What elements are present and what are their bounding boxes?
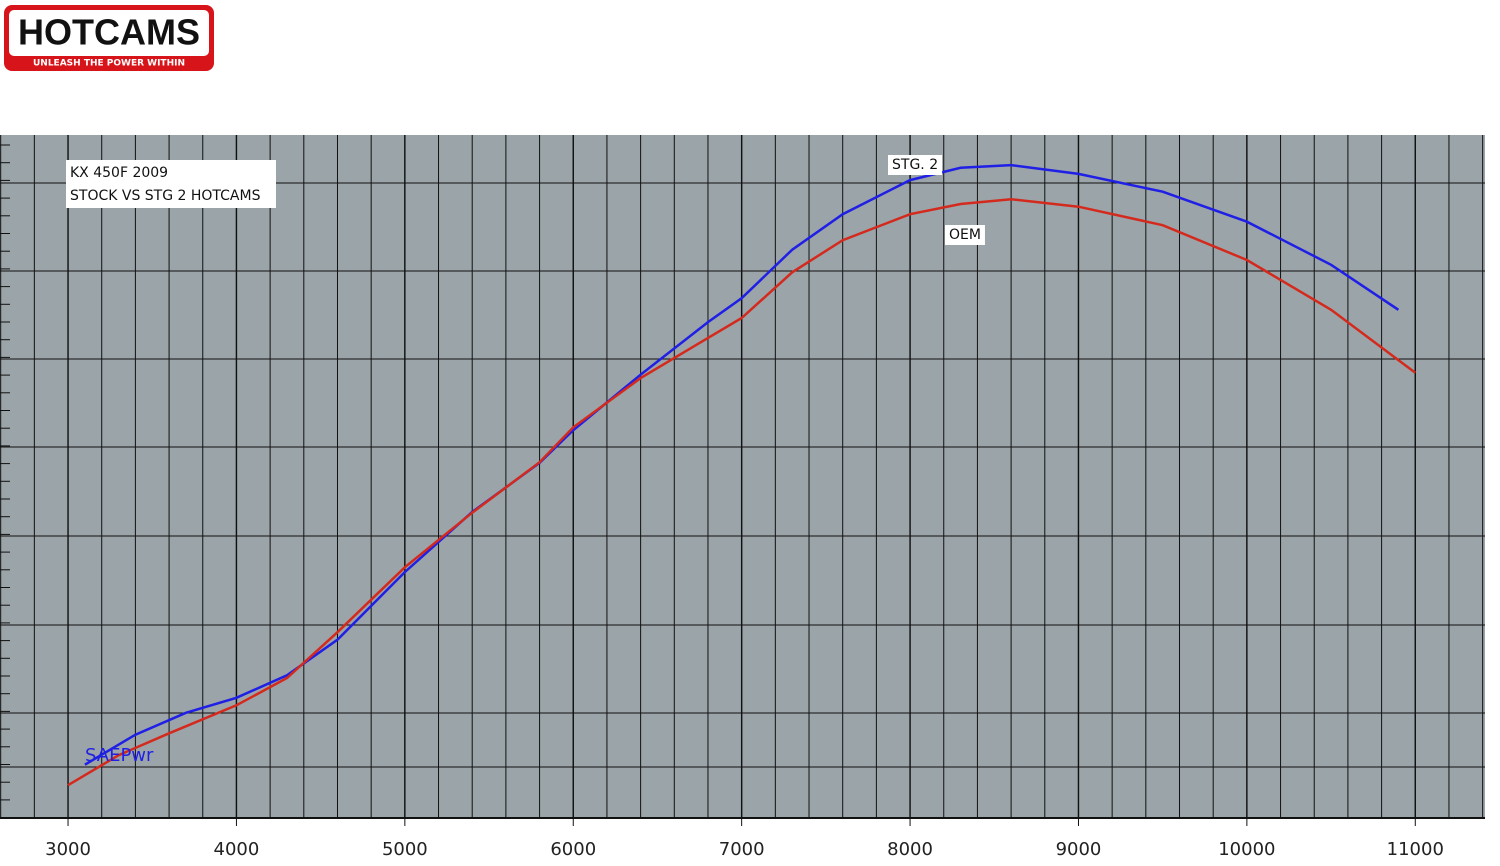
series-line bbox=[67, 197, 1417, 787]
logo-name: HOTCAMS bbox=[18, 12, 200, 53]
x-tick-label: 3000 bbox=[45, 839, 91, 860]
chart-title: KX 450F 2009 bbox=[70, 165, 168, 181]
chart-subtitle: STOCK VS STG 2 HOTCAMS bbox=[70, 188, 261, 204]
series-label: STG. 2 bbox=[892, 157, 938, 173]
series-line bbox=[84, 163, 1400, 766]
logo-panel bbox=[9, 10, 209, 56]
plot-area bbox=[0, 135, 1485, 818]
series-label-box bbox=[945, 225, 985, 245]
x-tick-label: 5000 bbox=[382, 839, 428, 860]
x-tick-label: 4000 bbox=[214, 839, 260, 860]
annotation: SAEPwr bbox=[85, 745, 154, 766]
x-tick-label: 6000 bbox=[550, 839, 596, 860]
series-label-box bbox=[888, 155, 943, 175]
series-label: OEM bbox=[949, 227, 981, 243]
x-tick-label: 7000 bbox=[719, 839, 765, 860]
x-tick-label: 11000 bbox=[1387, 839, 1444, 860]
title-box bbox=[66, 160, 276, 208]
x-tick-label: 9000 bbox=[1056, 839, 1102, 860]
x-tick-label: 10000 bbox=[1218, 839, 1275, 860]
x-tick-label: 8000 bbox=[887, 839, 933, 860]
logo-tagline: UNLEASH THE POWER WITHIN bbox=[33, 59, 185, 69]
logo: HOTCAMS UNLEASH THE POWER WITHIN bbox=[4, 5, 214, 71]
